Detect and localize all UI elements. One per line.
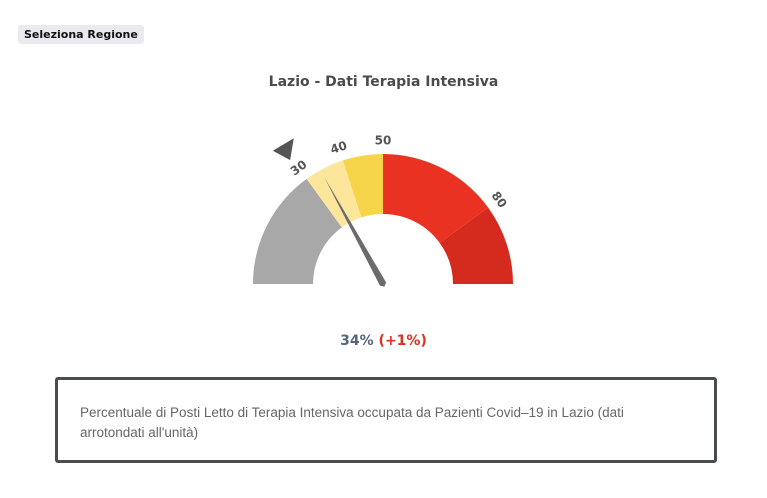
gauge-chart: 30 40 50 80: [253, 134, 513, 287]
tick-label-30: 30: [288, 157, 310, 178]
threshold-marker: [272, 138, 294, 161]
gauge-readout: 34% (+1%): [0, 333, 767, 349]
description-box: Percentuale di Posti Letto di Terapia In…: [55, 377, 717, 463]
gauge-value: 34%: [340, 333, 374, 349]
gauge-change: (+1%): [378, 333, 427, 349]
description-text: Percentuale di Posti Letto di Terapia In…: [80, 405, 624, 440]
gauge-band-2: [342, 154, 383, 218]
select-region-button[interactable]: Seleziona Regione: [18, 25, 144, 44]
tick-label-50: 50: [375, 134, 392, 148]
gauge-band-0: [253, 178, 342, 284]
chart-title: Lazio - Dati Terapia Intensiva: [268, 74, 499, 90]
tick-label-40: 40: [329, 138, 349, 156]
tick-label-80: 80: [489, 189, 510, 211]
gauge-band-3: [383, 154, 489, 243]
gauge-band-4: [439, 207, 513, 284]
gauge-needle: [324, 177, 387, 287]
